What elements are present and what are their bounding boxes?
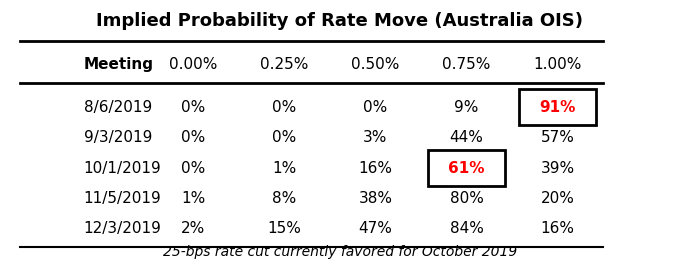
Text: Meeting: Meeting [84, 58, 154, 72]
Text: 1%: 1% [181, 191, 205, 206]
Text: 12/3/2019: 12/3/2019 [84, 221, 162, 236]
Text: 91%: 91% [539, 100, 576, 115]
Text: 0.25%: 0.25% [260, 58, 309, 72]
Text: 8/6/2019: 8/6/2019 [84, 100, 152, 115]
Text: 0%: 0% [272, 100, 296, 115]
Text: 0%: 0% [181, 161, 205, 176]
Text: 9%: 9% [454, 100, 479, 115]
Text: 16%: 16% [541, 221, 575, 236]
Text: 80%: 80% [449, 191, 483, 206]
Text: 57%: 57% [541, 130, 575, 145]
Text: 0%: 0% [181, 100, 205, 115]
Text: 11/5/2019: 11/5/2019 [84, 191, 161, 206]
Text: 0.00%: 0.00% [169, 58, 218, 72]
Text: 1%: 1% [272, 161, 296, 176]
Text: 9/3/2019: 9/3/2019 [84, 130, 152, 145]
Text: 39%: 39% [541, 161, 575, 176]
Text: 38%: 38% [358, 191, 392, 206]
Text: 0%: 0% [181, 130, 205, 145]
Text: 8%: 8% [272, 191, 296, 206]
Text: 3%: 3% [363, 130, 388, 145]
Text: 1.00%: 1.00% [533, 58, 581, 72]
Text: 61%: 61% [448, 161, 485, 176]
Text: Implied Probability of Rate Move (Australia OIS): Implied Probability of Rate Move (Austra… [97, 12, 583, 30]
Text: 25-bps rate cut currently favored for October 2019: 25-bps rate cut currently favored for Oc… [163, 245, 517, 259]
Text: 0.75%: 0.75% [442, 58, 491, 72]
Text: 0%: 0% [272, 130, 296, 145]
Text: 16%: 16% [358, 161, 392, 176]
Text: 0.50%: 0.50% [352, 58, 400, 72]
Text: 2%: 2% [181, 221, 205, 236]
Text: 10/1/2019: 10/1/2019 [84, 161, 161, 176]
Text: 0%: 0% [363, 100, 388, 115]
Text: 15%: 15% [267, 221, 301, 236]
Text: 47%: 47% [358, 221, 392, 236]
Text: 20%: 20% [541, 191, 575, 206]
Text: 84%: 84% [449, 221, 483, 236]
Text: 44%: 44% [449, 130, 483, 145]
